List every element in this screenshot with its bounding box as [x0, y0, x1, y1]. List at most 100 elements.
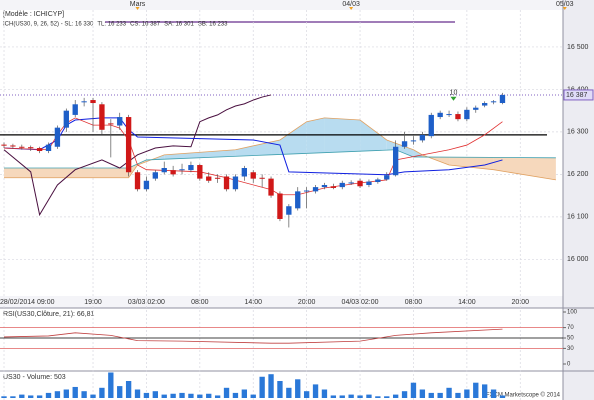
volume-bar — [36, 395, 43, 398]
candle-body — [99, 104, 105, 130]
volume-bar — [161, 394, 167, 398]
y-tick-label: 0 — [567, 362, 571, 368]
candle-body — [170, 170, 176, 175]
legend-entry: SB: 16 233 — [198, 22, 228, 28]
cloud-fill — [493, 157, 556, 180]
candle-body — [197, 165, 203, 179]
y-tick-label: 16 300 — [567, 129, 589, 136]
candle-body — [36, 148, 43, 152]
x-tick-label: 20:00 — [512, 299, 530, 306]
candle-body — [312, 187, 319, 192]
chart-title: [Modèle : ICHICYP] — [3, 11, 64, 18]
candle-body — [419, 134, 426, 141]
volume-bar — [232, 392, 239, 398]
annotation-arrow — [450, 96, 457, 101]
y-tick-label: 100 — [567, 310, 578, 316]
candle-body — [384, 175, 390, 180]
x-tick-label: 03/03 02:00 — [128, 299, 165, 306]
volume-bar — [63, 389, 69, 398]
y-tick-label: 16 500 — [567, 44, 589, 51]
candle-body — [125, 117, 132, 173]
volume-bar — [473, 382, 479, 398]
volume-bar — [428, 392, 434, 398]
candle-body — [392, 146, 399, 176]
volume-bar — [339, 395, 345, 398]
candle-body — [63, 110, 69, 128]
volume-bar — [481, 384, 488, 398]
candle-body — [179, 169, 185, 171]
top-tick-label: Mars — [130, 1, 146, 8]
cloud-fill — [4, 168, 129, 178]
candle-body — [1, 144, 7, 146]
candle-body — [303, 190, 310, 192]
candle-body — [348, 182, 354, 184]
volume-bar — [143, 392, 150, 398]
y-tick-label: 16 100 — [567, 214, 589, 221]
volume-bar — [410, 382, 417, 398]
candle-body — [54, 127, 61, 147]
annotation: 10 — [450, 90, 458, 97]
volume-bar — [241, 389, 248, 398]
volume-bar — [321, 389, 328, 398]
cloud-fill — [279, 121, 307, 155]
volume-bar — [45, 392, 52, 398]
top-axis-panel — [0, 0, 563, 10]
chikou-span — [3, 94, 272, 217]
candle-body — [490, 101, 497, 103]
candle-body — [117, 117, 123, 126]
volume-bar — [419, 389, 426, 398]
bottom-axis-panel — [0, 296, 563, 308]
volume-bar — [125, 381, 132, 398]
candle-body — [206, 176, 212, 181]
candle-body — [72, 104, 78, 115]
volume-bar — [19, 394, 25, 398]
right-axis-panel — [563, 0, 594, 400]
volume-bar — [117, 386, 123, 398]
candle-body — [28, 147, 34, 149]
candle-body — [464, 109, 470, 120]
rsi-line — [3, 328, 503, 344]
candle-body — [286, 206, 292, 215]
volume-bar — [455, 392, 461, 398]
volume-bar — [330, 395, 337, 398]
volume-bar — [223, 387, 230, 398]
candle-body — [268, 178, 274, 196]
candle-body — [428, 114, 434, 137]
candle-body — [134, 172, 141, 190]
candle-body — [188, 165, 194, 171]
volume-bar — [277, 381, 283, 398]
candle-body — [455, 114, 461, 120]
top-tick-marker — [135, 7, 140, 10]
volume-bar — [499, 395, 506, 398]
candle-body — [473, 107, 479, 110]
x-tick-label: 14:00 — [244, 299, 262, 306]
volume-bar — [303, 391, 310, 398]
candle-body — [90, 100, 96, 104]
last-price-box — [563, 89, 594, 101]
volume-bar — [90, 394, 96, 398]
candle-body — [108, 123, 114, 125]
volume-bar — [250, 394, 256, 398]
cloud-fill — [271, 139, 280, 155]
volume-bar — [72, 386, 78, 398]
legend-entry: ICH(US30, 9, 26, 52) - SL: 16 330 — [3, 22, 94, 28]
candle-body — [214, 177, 221, 179]
volume-bar — [348, 394, 354, 398]
top-tick-label: 04/03 — [342, 1, 360, 8]
cloud-fill — [235, 141, 272, 157]
volume-bar — [437, 392, 443, 398]
candle-body — [401, 141, 408, 147]
volume-bar — [81, 391, 87, 398]
y-tick-label: 30 — [567, 346, 574, 352]
cloud-fill — [395, 143, 414, 157]
legend-entry: CS: 16 387 — [130, 22, 161, 28]
top-tick-marker — [562, 7, 567, 10]
volume-bar — [286, 387, 292, 398]
candle-body — [295, 191, 301, 209]
volume-bar — [384, 396, 390, 398]
cloud-fill — [306, 117, 325, 154]
volume-bar — [214, 395, 221, 398]
top-tick-label: 05/03 — [556, 1, 574, 8]
candle-body — [499, 94, 506, 104]
